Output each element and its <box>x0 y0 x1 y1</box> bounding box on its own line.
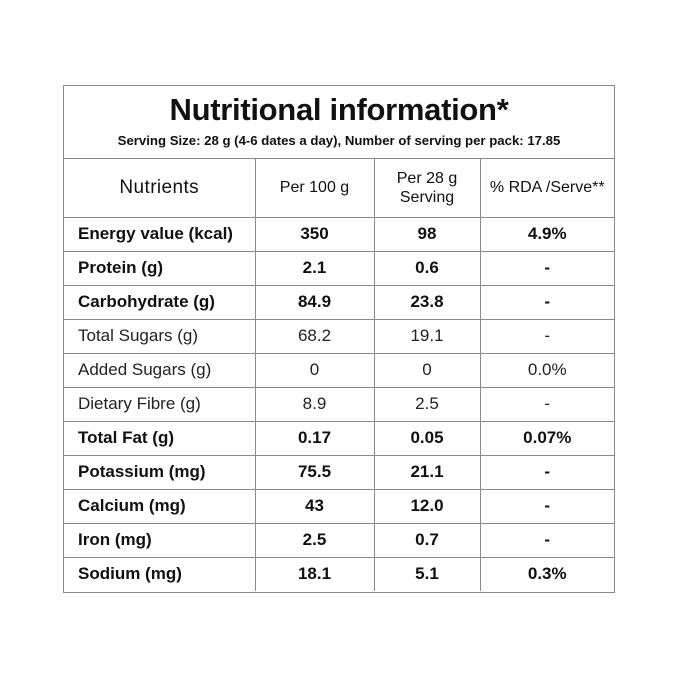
column-header-rda: % RDA /Serve** <box>479 159 614 218</box>
table-row: Total Fat (g) 0.17 0.05 0.07% <box>64 420 614 456</box>
rda-value-cell: - <box>479 454 614 490</box>
rda-value-cell: - <box>479 488 614 524</box>
rda-value-cell: - <box>479 522 614 558</box>
table-row: Iron (mg) 2.5 0.7- <box>64 522 614 558</box>
rda-value-cell: - <box>479 250 614 286</box>
per-serving-value-cell: 23.8 <box>373 284 481 320</box>
nutrient-name-cell: Sodium (mg) <box>64 556 256 591</box>
per-100g-value-cell: 75.5 <box>254 454 375 490</box>
per-serving-header-line1: Per 28 g <box>396 169 458 187</box>
nutrient-name-cell: Carbohydrate (g) <box>64 284 256 320</box>
nutrient-name-cell: Energy value (kcal) <box>64 216 256 252</box>
rda-value-cell: 0.07% <box>479 420 614 456</box>
rda-value-cell: - <box>479 386 614 422</box>
per-100g-value-cell: 350 <box>254 216 375 252</box>
table-row: Carbohydrate (g) 84.9 23.8- <box>64 284 614 320</box>
per-100g-value-cell: 43 <box>254 488 375 524</box>
rda-value-cell: - <box>479 284 614 320</box>
nutrient-name-cell: Added Sugars (g) <box>64 352 256 388</box>
per-serving-value-cell: 98 <box>373 216 481 252</box>
per-100g-value-cell: 2.1 <box>254 250 375 286</box>
per-serving-value-cell: 0.05 <box>373 420 481 456</box>
per-serving-value-cell: 2.5 <box>373 386 481 422</box>
per-serving-value-cell: 0.7 <box>373 522 481 558</box>
rda-value-cell: 0.3% <box>479 556 614 591</box>
table-row: Potassium (mg) 75.5 21.1- <box>64 454 614 490</box>
rda-value-cell: - <box>479 318 614 354</box>
per-100g-value-cell: 2.5 <box>254 522 375 558</box>
per-serving-value-cell: 19.1 <box>373 318 481 354</box>
nutrient-name-cell: Dietary Fibre (g) <box>64 386 256 422</box>
per-serving-value-cell: 21.1 <box>373 454 481 490</box>
column-header-per-serving: Per 28 g Serving <box>373 159 481 218</box>
per-serving-value-cell: 0 <box>373 352 481 388</box>
nutrient-name-cell: Iron (mg) <box>64 522 256 558</box>
per-100g-value-cell: 68.2 <box>254 318 375 354</box>
table-row: Protein (g) 2.1 0.6- <box>64 250 614 286</box>
table-row: Energy value (kcal) 350 98 4.9% <box>64 216 614 252</box>
column-header-nutrients: Nutrients <box>64 159 256 218</box>
per-100g-value-cell: 84.9 <box>254 284 375 320</box>
per-serving-value-cell: 5.1 <box>373 556 481 591</box>
column-header-per-100g: Per 100 g <box>254 159 375 218</box>
serving-info: Serving Size: 28 g (4-6 dates a day), Nu… <box>117 133 561 148</box>
table-row: Dietary Fibre (g) 8.9 2.5- <box>64 386 614 422</box>
table-row: Total Sugars (g) 68.2 19.1- <box>64 318 614 354</box>
nutrition-table: Nutrients Per 100 g Per 28 g Serving % R… <box>64 159 614 591</box>
table-body: Energy value (kcal) 350 98 4.9% Protein (g) 2… <box>64 216 614 591</box>
rda-value-cell: 0.0% <box>479 352 614 388</box>
nutrient-name-cell: Protein (g) <box>64 250 256 286</box>
nutrition-facts-panel: Nutritional information* Serving Size: 2… <box>63 85 615 593</box>
nutrition-title: Nutritional information* <box>169 92 509 127</box>
table-row: Sodium (mg) 18.1 5.1 0.3% <box>64 556 614 591</box>
nutrition-header: Nutritional information* Serving Size: 2… <box>64 86 614 159</box>
nutrient-name-cell: Potassium (mg) <box>64 454 256 490</box>
table-row: Calcium (mg) 43 12.0- <box>64 488 614 524</box>
nutrient-name-cell: Total Fat (g) <box>64 420 256 456</box>
per-100g-value-cell: 0.17 <box>254 420 375 456</box>
per-serving-header-line2: Serving <box>399 188 455 206</box>
per-100g-value-cell: 0 <box>254 352 375 388</box>
nutrient-name-cell: Total Sugars (g) <box>64 318 256 354</box>
nutrient-name-cell: Calcium (mg) <box>64 488 256 524</box>
per-serving-value-cell: 12.0 <box>373 488 481 524</box>
per-100g-value-cell: 8.9 <box>254 386 375 422</box>
rda-value-cell: 4.9% <box>479 216 614 252</box>
per-serving-value-cell: 0.6 <box>373 250 481 286</box>
per-100g-value-cell: 18.1 <box>254 556 375 591</box>
table-row: Added Sugars (g) 0 0 0.0% <box>64 352 614 388</box>
table-header-row: Nutrients Per 100 g Per 28 g Serving % R… <box>64 159 614 218</box>
